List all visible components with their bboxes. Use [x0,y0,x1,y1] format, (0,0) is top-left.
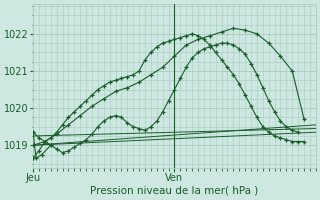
X-axis label: Pression niveau de la mer( hPa ): Pression niveau de la mer( hPa ) [90,186,259,196]
